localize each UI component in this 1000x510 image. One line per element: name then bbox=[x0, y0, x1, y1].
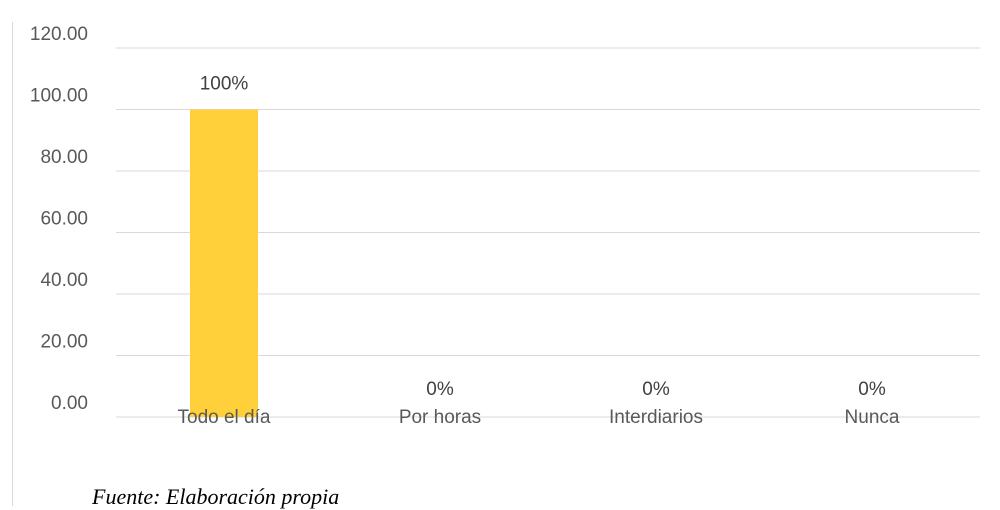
data-label: 0% bbox=[642, 379, 670, 400]
left-border-line bbox=[12, 22, 13, 506]
data-label: 0% bbox=[426, 379, 454, 400]
data-label: 0% bbox=[858, 379, 886, 400]
y-tick-label: 80.00 bbox=[40, 147, 88, 168]
y-tick-label: 120.00 bbox=[30, 24, 88, 45]
y-tick-label: 0.00 bbox=[51, 393, 88, 414]
bar bbox=[190, 109, 258, 417]
category-label: Nunca bbox=[845, 407, 900, 428]
y-tick-label: 40.00 bbox=[40, 270, 88, 291]
category-label: Interdiarios bbox=[609, 407, 703, 428]
y-tick-label: 20.00 bbox=[40, 332, 88, 353]
category-label: Por horas bbox=[399, 407, 481, 428]
data-label: 100% bbox=[200, 74, 249, 95]
source-note: Fuente: Elaboración propia bbox=[92, 484, 340, 509]
category-label: Todo el día bbox=[178, 407, 271, 428]
y-tick-label: 60.00 bbox=[40, 209, 88, 230]
y-tick-label: 100.00 bbox=[30, 86, 88, 107]
